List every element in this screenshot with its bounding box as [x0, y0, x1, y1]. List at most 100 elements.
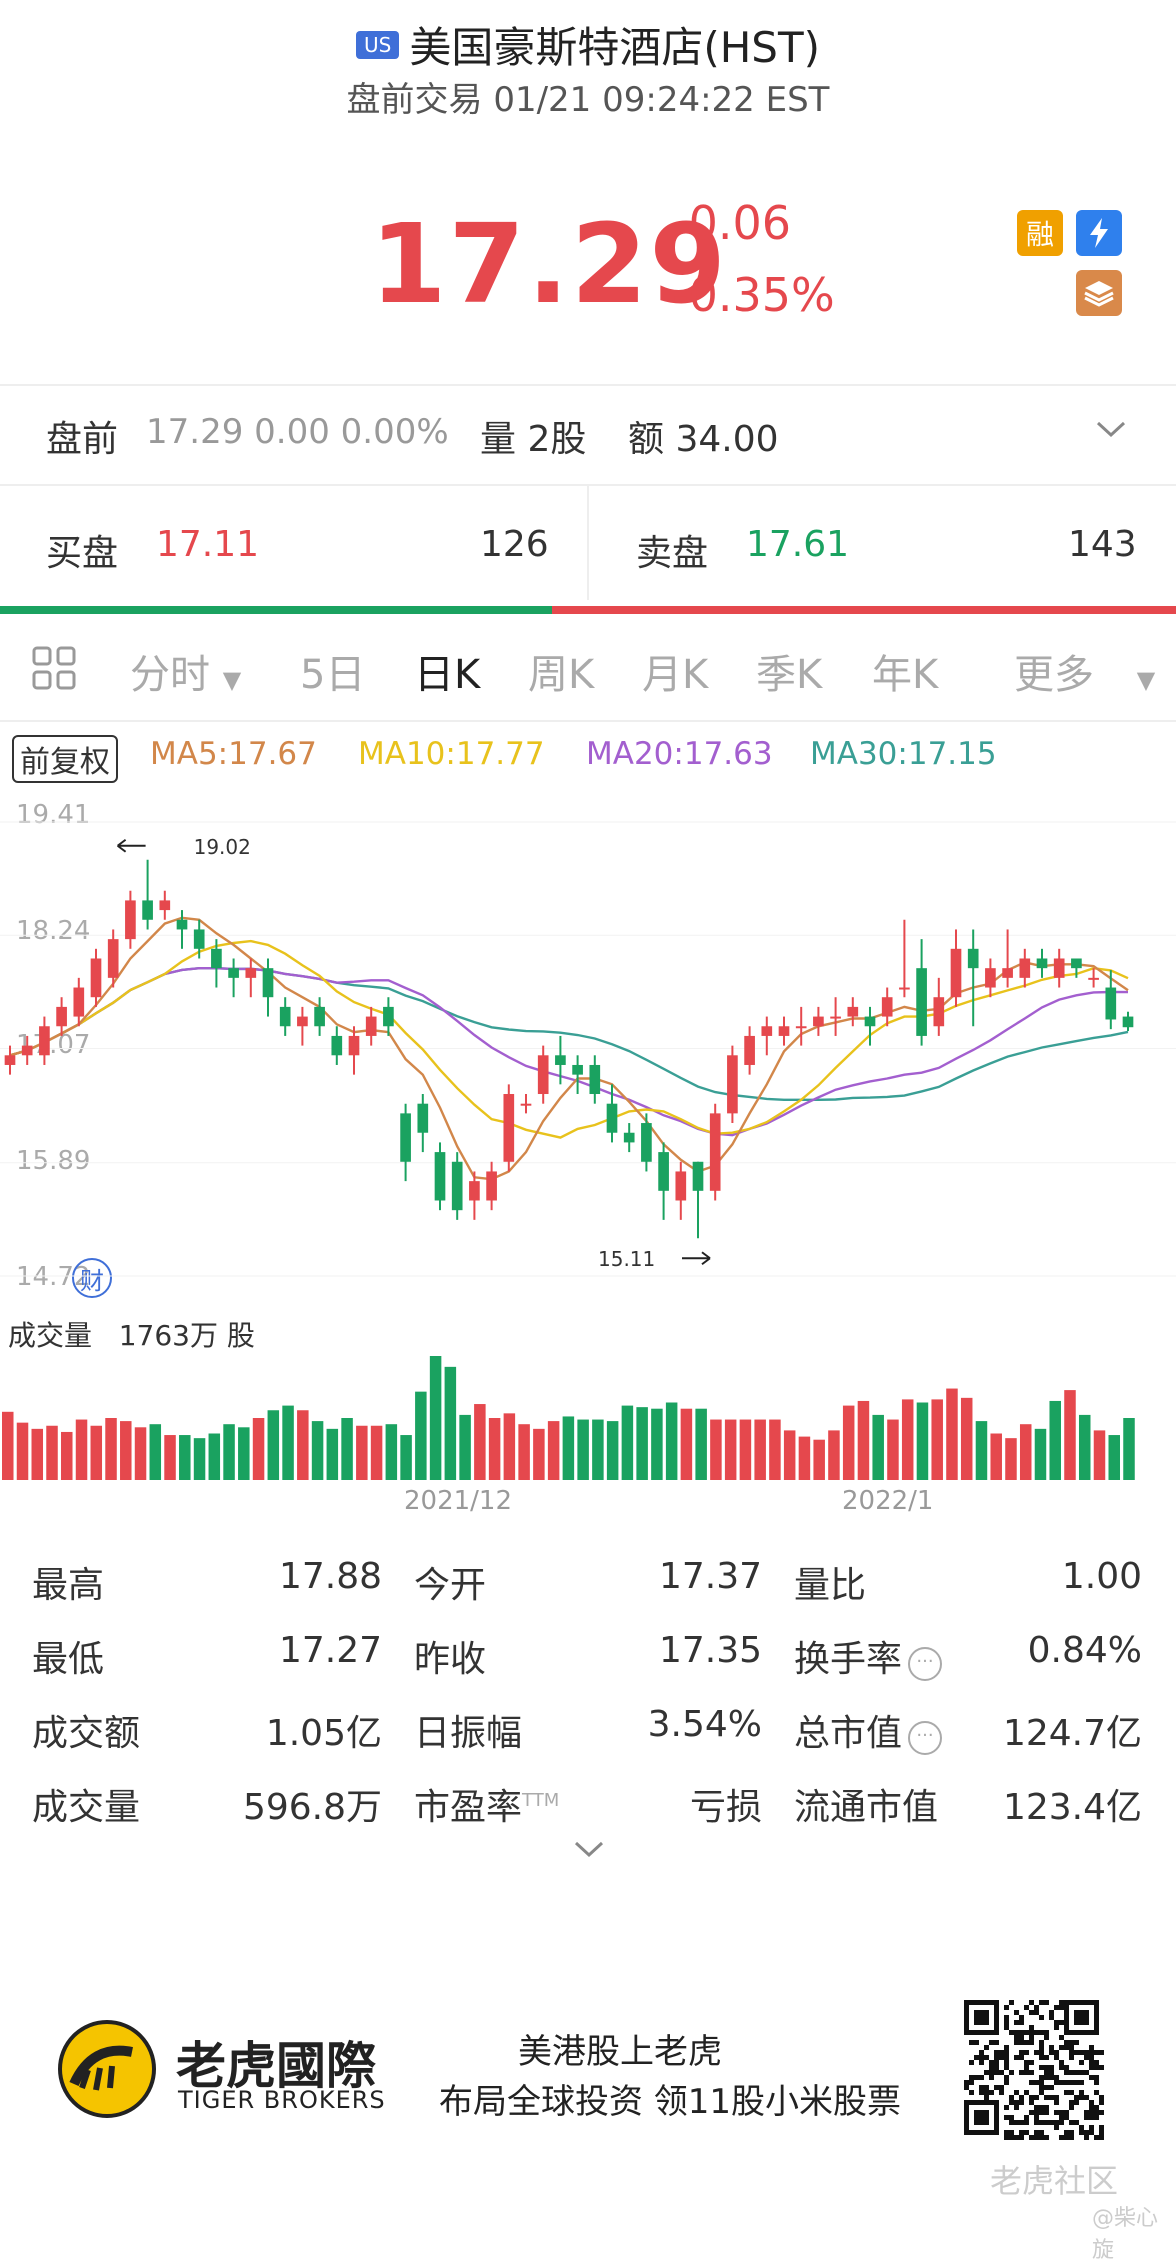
qr-module: [1054, 2095, 1059, 2100]
qr-module: [1044, 2000, 1049, 2005]
tab-weekly-k[interactable]: 周K: [528, 652, 595, 698]
qr-module: [974, 2075, 979, 2080]
candle-body: [73, 987, 85, 1017]
qr-module: [989, 2040, 994, 2045]
stat-label[interactable]: 总市值 ···: [794, 1704, 943, 1756]
volume-bar: [105, 1418, 117, 1480]
chevron-down-icon[interactable]: [1094, 414, 1128, 449]
qr-module: [979, 2050, 984, 2055]
qr-module: [1079, 2125, 1084, 2130]
tab-daily-k[interactable]: 日K: [414, 652, 481, 698]
qr-module: [1064, 2115, 1069, 2120]
expand-chevron-icon[interactable]: [572, 1830, 606, 1868]
qr-module: [1064, 2130, 1069, 2135]
volume-bar: [223, 1424, 235, 1480]
ma20-line: [9, 966, 1129, 1137]
layers-icon[interactable]: [1076, 270, 1122, 316]
stat-label[interactable]: 换手率 ···: [794, 1630, 943, 1682]
qr-module: [1074, 2095, 1079, 2100]
qr-module: [999, 2050, 1004, 2055]
financial-report-icon[interactable]: 财: [72, 1258, 112, 1298]
qr-module: [1039, 2090, 1044, 2095]
qr-module: [1029, 2040, 1034, 2045]
volume-bar: [208, 1433, 221, 1480]
qr-module: [1004, 2075, 1009, 2080]
volume-bar: [651, 1408, 663, 1480]
caret-down-icon: ▼: [1136, 666, 1156, 694]
tab-more[interactable]: 更多 ▼: [1014, 652, 1156, 698]
qr-module: [1014, 2105, 1019, 2110]
qr-module: [999, 2085, 1004, 2090]
qr-module: [1029, 2035, 1034, 2040]
volume-bar: [665, 1402, 678, 1480]
price-adjust-button[interactable]: 前复权: [12, 735, 118, 783]
qr-module: [1009, 2130, 1014, 2135]
volume-bar: [931, 1399, 943, 1480]
candle-body: [21, 1045, 33, 1056]
volume-bar: [252, 1418, 265, 1480]
candle-body: [727, 1055, 738, 1114]
qr-module: [994, 2070, 999, 2075]
qr-module: [1034, 2050, 1039, 2055]
divider: [0, 384, 1176, 386]
stat-value: 17.35: [658, 1630, 762, 1671]
qr-module: [1084, 2055, 1089, 2060]
info-icon[interactable]: ···: [908, 1721, 943, 1755]
qr-module: [1004, 2060, 1009, 2065]
qr-module: [1019, 2015, 1024, 2020]
tab-quarterly-k[interactable]: 季K: [756, 652, 823, 698]
volume-bar: [1019, 1424, 1032, 1480]
tab-yearly-k[interactable]: 年K: [872, 652, 939, 698]
x-tick-label: 2021/12: [404, 1486, 513, 1516]
tab-monthly-k[interactable]: 月K: [642, 652, 709, 698]
qr-module: [1014, 2035, 1019, 2040]
volume-bar: [724, 1419, 737, 1480]
qr-module: [1054, 2005, 1059, 2010]
qr-module: [1009, 2135, 1014, 2140]
high-price-label: 19.02: [194, 835, 251, 859]
arrow-left-icon: [117, 838, 146, 853]
qr-module: [1014, 2120, 1019, 2125]
qr-module: [1049, 2085, 1054, 2090]
qr-module: [1014, 2100, 1019, 2105]
qr-module: [1094, 2135, 1099, 2140]
ask-quantity: 143: [1068, 524, 1137, 565]
flash-icon[interactable]: [1076, 210, 1122, 256]
candle-body: [641, 1123, 652, 1162]
qr-module: [989, 2090, 994, 2095]
tab-5day[interactable]: 5日: [300, 652, 366, 698]
qr-module: [1074, 2120, 1079, 2125]
volume-chart[interactable]: [0, 1350, 1176, 1480]
volume-bar: [975, 1421, 988, 1480]
qr-module: [1034, 2135, 1039, 2140]
qr-module: [1064, 2135, 1069, 2140]
qr-module: [1059, 2080, 1064, 2085]
qr-module: [979, 2055, 984, 2060]
qr-module: [1069, 2080, 1074, 2085]
qr-module: [1094, 2080, 1099, 2085]
margin-icon[interactable]: 融: [1017, 210, 1063, 256]
qr-module: [1019, 2035, 1024, 2040]
volume-bar: [415, 1391, 427, 1480]
candle-body: [623, 1132, 635, 1143]
chart-layout-icon[interactable]: [30, 644, 78, 696]
tab-intraday[interactable]: 分时 ▼: [130, 652, 242, 698]
qr-module: [1024, 2090, 1029, 2095]
info-icon[interactable]: ···: [908, 1647, 943, 1681]
qr-module: [1034, 2120, 1039, 2125]
candle-body: [279, 1006, 291, 1027]
qr-module: [1099, 2050, 1104, 2055]
qr-module: [1079, 2070, 1084, 2075]
qr-module: [1024, 2030, 1029, 2035]
candle-body: [967, 948, 979, 969]
candle-body: [331, 1035, 343, 1056]
premarket-volume: 量 2股: [480, 419, 587, 460]
qr-module: [1054, 2025, 1059, 2030]
candle-body: [692, 1161, 704, 1191]
volume-bar: [238, 1427, 250, 1480]
stat-value: 17.27: [278, 1630, 382, 1671]
last-price: 17.29: [370, 200, 728, 328]
candlestick-chart[interactable]: 19.02 15.11: [0, 790, 1176, 1290]
qr-module: [1024, 2120, 1029, 2125]
qr-module: [1069, 2090, 1074, 2095]
